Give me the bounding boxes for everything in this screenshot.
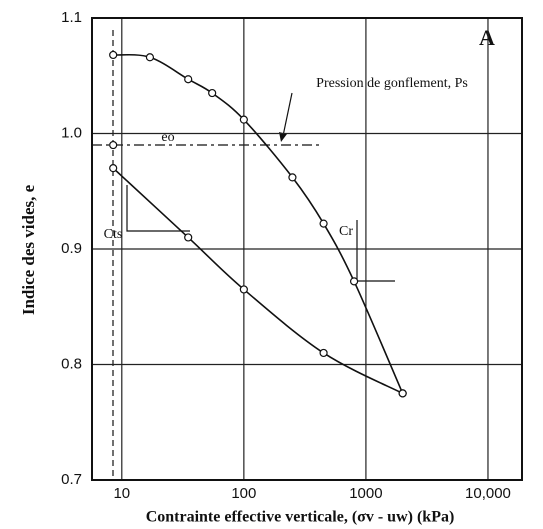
x-tick-label: 1000 bbox=[349, 485, 382, 502]
data-point bbox=[239, 115, 248, 124]
x-tick-label: 10,000 bbox=[465, 485, 511, 502]
data-point bbox=[319, 219, 328, 228]
plot-frame bbox=[91, 17, 523, 481]
arrow-head bbox=[279, 132, 287, 142]
annotation: Cr bbox=[339, 224, 353, 239]
data-point bbox=[184, 233, 193, 242]
annotation: Pression de gonflement, Ps bbox=[316, 76, 468, 91]
data-point bbox=[145, 53, 155, 62]
data-point bbox=[184, 75, 193, 84]
y-axis-label: Indice des vides, e bbox=[19, 184, 38, 315]
y-tick-label: 0.9 bbox=[61, 240, 82, 257]
data-point bbox=[109, 50, 118, 60]
y-tick-label: 0.8 bbox=[61, 355, 82, 372]
data-point bbox=[109, 164, 118, 173]
x-tick-label: 100 bbox=[231, 485, 256, 502]
data-point bbox=[349, 277, 359, 286]
data-point bbox=[109, 140, 118, 150]
panel-label: A bbox=[479, 25, 495, 50]
x-tick-label: 10 bbox=[113, 485, 130, 502]
annotation: eo bbox=[161, 130, 174, 145]
data-point bbox=[208, 88, 217, 98]
arrow bbox=[282, 92, 293, 137]
y-tick-label: 1.0 bbox=[61, 124, 82, 141]
data-point bbox=[239, 285, 248, 294]
data-point bbox=[288, 173, 297, 182]
curve bbox=[113, 53, 404, 394]
cts-triangle bbox=[126, 185, 190, 232]
data-point bbox=[319, 348, 328, 358]
y-tick-label: 1.1 bbox=[61, 9, 82, 26]
y-tick-label: 0.7 bbox=[61, 471, 82, 488]
annotation: Cts bbox=[104, 227, 123, 242]
cr-triangle bbox=[356, 220, 395, 282]
x-axis-label: Contrainte effective verticale, (σv - uw… bbox=[146, 509, 455, 526]
data-point bbox=[398, 389, 407, 398]
